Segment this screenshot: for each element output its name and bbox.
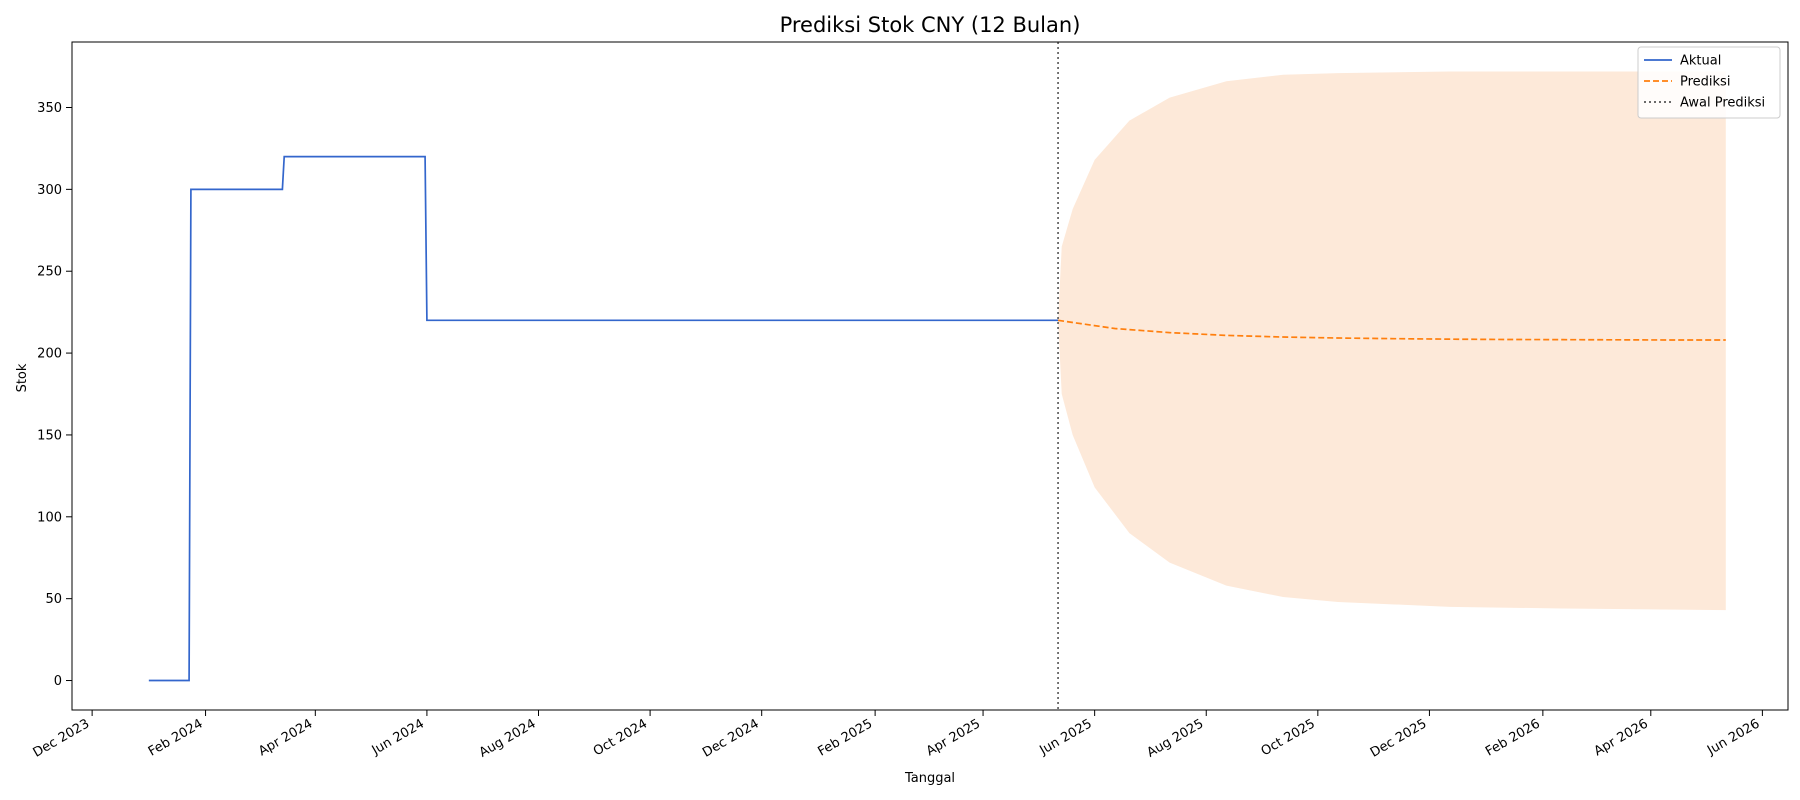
- y-tick-label: 350: [37, 101, 62, 116]
- y-axis-label: Stok: [15, 363, 30, 392]
- x-tick-label: Jun 2025: [1036, 716, 1094, 758]
- x-tick-label: Oct 2025: [1259, 716, 1318, 759]
- x-tick-label: Jun 2026: [1704, 716, 1762, 758]
- x-tick-label: Dec 2025: [1368, 716, 1430, 760]
- x-tick-label: Feb 2026: [1483, 716, 1543, 759]
- confidence-band: [1058, 71, 1726, 611]
- x-tick-label: Apr 2026: [1592, 716, 1651, 759]
- legend-box: [1637, 46, 1781, 119]
- y-tick-label: 100: [37, 510, 62, 525]
- y-tick-label: 150: [37, 428, 62, 443]
- x-axis-label: Tanggal: [904, 771, 955, 786]
- legend-label-prediksi: Prediksi: [1680, 75, 1730, 90]
- x-tick-label: Apr 2025: [924, 716, 983, 759]
- x-tick-label: Jun 2024: [369, 716, 427, 758]
- x-tick-label: Oct 2024: [591, 716, 650, 759]
- legend-label-awal-prediksi: Awal Prediksi: [1680, 96, 1765, 111]
- x-tick-label: Dec 2023: [31, 716, 93, 760]
- plot-frame: [71, 41, 1789, 711]
- y-tick-label: 200: [37, 347, 62, 362]
- x-tick-label: Dec 2024: [700, 716, 762, 760]
- legend-label-aktual: Aktual: [1680, 54, 1721, 69]
- x-tick-label: Feb 2024: [146, 716, 206, 759]
- y-tick-label: 300: [37, 183, 62, 198]
- y-tick-label: 50: [45, 592, 62, 607]
- y-tick-label: 0: [54, 674, 62, 689]
- series-line-aktual: [148, 155, 1059, 682]
- legend: Aktual Prediksi Awal Prediksi: [1637, 46, 1781, 119]
- series-line-prediksi: [1057, 319, 1726, 341]
- x-tick-label: Feb 2025: [815, 716, 875, 759]
- y-tick-label: 250: [37, 265, 62, 280]
- chart-title: Prediksi Stok CNY (12 Bulan): [780, 13, 1081, 37]
- x-tick-label: Aug 2025: [1145, 716, 1207, 760]
- x-tick-label: Apr 2024: [256, 716, 315, 759]
- x-tick-label: Aug 2024: [477, 716, 539, 760]
